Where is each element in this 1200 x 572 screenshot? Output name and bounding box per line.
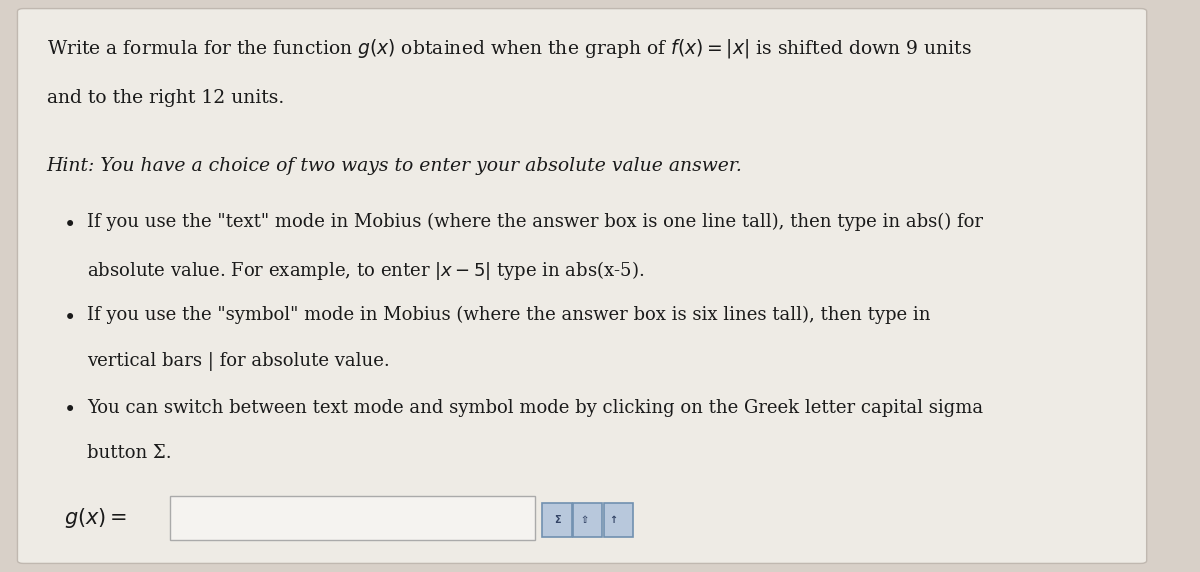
- Text: ⇧: ⇧: [581, 515, 589, 525]
- Text: vertical bars | for absolute value.: vertical bars | for absolute value.: [88, 352, 390, 371]
- Text: You can switch between text mode and symbol mode by clicking on the Greek letter: You can switch between text mode and sym…: [88, 399, 984, 416]
- Text: •: •: [64, 308, 77, 328]
- FancyBboxPatch shape: [170, 496, 535, 540]
- Text: Write a formula for the function $g(x)$ obtained when the graph of $f(x) = |x|$ : Write a formula for the function $g(x)$ …: [47, 37, 972, 60]
- Text: and to the right 12 units.: and to the right 12 units.: [47, 89, 284, 106]
- FancyBboxPatch shape: [18, 9, 1147, 563]
- FancyBboxPatch shape: [574, 503, 602, 537]
- Text: If you use the "symbol" mode in Mobius (where the answer box is six lines tall),: If you use the "symbol" mode in Mobius (…: [88, 306, 931, 324]
- FancyBboxPatch shape: [542, 503, 571, 537]
- Text: button Σ.: button Σ.: [88, 444, 172, 462]
- Text: •: •: [64, 400, 77, 420]
- Text: ↑: ↑: [608, 515, 617, 525]
- Text: $g(x) =$: $g(x) =$: [64, 506, 127, 530]
- Text: absolute value. For example, to enter $|x - 5|$ type in abs(x-5).: absolute value. For example, to enter $|…: [88, 259, 644, 281]
- Text: If you use the "text" mode in Mobius (where the answer box is one line tall), th: If you use the "text" mode in Mobius (wh…: [88, 213, 983, 231]
- Text: Σ: Σ: [553, 515, 560, 525]
- FancyBboxPatch shape: [604, 503, 634, 537]
- Text: Hint: You have a choice of two ways to enter your absolute value answer.: Hint: You have a choice of two ways to e…: [47, 157, 743, 175]
- Text: •: •: [64, 214, 77, 235]
